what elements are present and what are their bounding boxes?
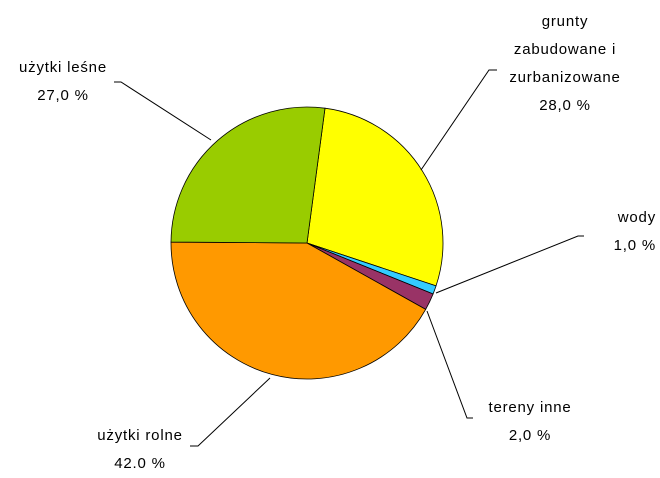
slice-label: użytki rolne 42.0 % bbox=[70, 422, 210, 478]
category-label: użytki rolne bbox=[97, 427, 183, 444]
category-label: grunty zabudowane i zurbanizowane bbox=[509, 13, 621, 86]
value-label: 27,0 % bbox=[37, 87, 89, 104]
value-label: 2,0 % bbox=[508, 427, 552, 444]
value-label: 42.0 % bbox=[114, 455, 166, 472]
pie-chart bbox=[114, 69, 584, 447]
slice-label: wody 1,0 % bbox=[560, 204, 656, 260]
category-label: tereny inne bbox=[488, 399, 572, 416]
chart: grunty zabudowane i zurbanizowane 28,0 % w… bbox=[0, 8, 656, 472]
leader-line bbox=[114, 81, 212, 141]
pie-slice bbox=[306, 107, 444, 287]
category-label: użytki leśne bbox=[19, 59, 107, 76]
leader-line bbox=[426, 310, 473, 419]
slice-label: grunty zabudowane i zurbanizowane 28,0 % bbox=[500, 8, 630, 120]
pie-slice bbox=[170, 241, 427, 380]
value-label: 1,0 % bbox=[613, 237, 656, 254]
slice-label: tereny inne 2,0 % bbox=[470, 394, 590, 450]
pie-slice bbox=[170, 106, 326, 244]
leader-line bbox=[435, 235, 584, 294]
leader-line bbox=[190, 377, 271, 447]
leader-line bbox=[420, 69, 497, 171]
value-label: 28,0 % bbox=[539, 97, 591, 114]
category-label: wody bbox=[617, 209, 656, 226]
slice-label: użytki leśne 27,0 % bbox=[0, 54, 126, 110]
